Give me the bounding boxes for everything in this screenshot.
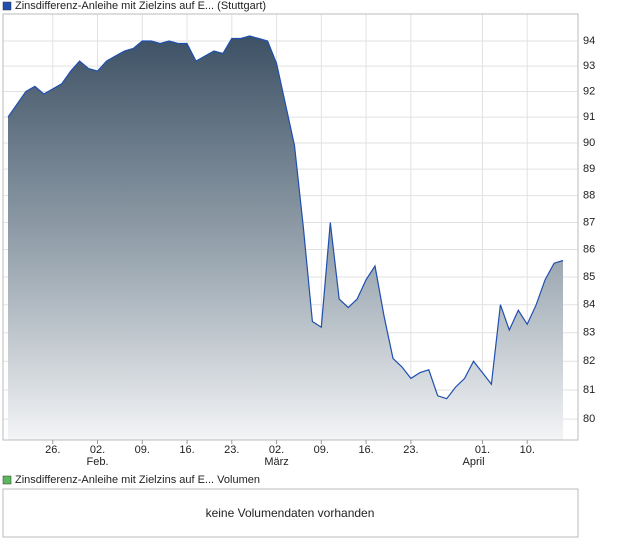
y-tick-label: 93 <box>583 60 595 72</box>
line <box>7 35 564 400</box>
legend-swatch <box>2 475 12 485</box>
y-tick-label: 87 <box>583 216 595 228</box>
month-label: März <box>264 456 288 468</box>
y-tick-label: 91 <box>583 111 595 123</box>
x-tick-label: 23. <box>403 444 418 456</box>
x-tick-label: 23. <box>224 444 239 456</box>
volume-frame <box>2 488 579 538</box>
legend-label: Zinsdifferenz-Anleihe mit Zielzins auf E… <box>15 0 266 12</box>
x-tick-label: 01. <box>475 444 490 456</box>
y-tick-label: 89 <box>583 163 595 175</box>
legend-swatch <box>2 1 12 11</box>
month-label: Feb. <box>87 456 109 468</box>
y-tick-label: 80 <box>583 413 595 425</box>
y-tick-label: 85 <box>583 271 595 283</box>
y-tick-label: 81 <box>583 384 595 396</box>
plot-frame <box>2 13 579 441</box>
x-tick-label: 10. <box>520 444 535 456</box>
y-tick-label: 88 <box>583 190 595 202</box>
volume-message: keine Volumendaten vorhanden <box>206 506 375 520</box>
y-tick-label: 92 <box>583 85 595 97</box>
legend-exchange: (Stuttgart) <box>217 0 266 12</box>
y-tick-label: 82 <box>583 355 595 367</box>
y-tick-label: 94 <box>583 35 595 47</box>
area <box>8 36 564 440</box>
y-tick-label: 83 <box>583 327 595 339</box>
x-tick-label: 09. <box>314 444 329 456</box>
y-tick-label: 90 <box>583 137 595 149</box>
y-tick-label: 86 <box>583 243 595 255</box>
x-tick-label: 09. <box>135 444 150 456</box>
x-tick-label: 16. <box>358 444 373 456</box>
legend-series: Zinsdifferenz-Anleihe mit Zielzins auf E… <box>15 0 214 12</box>
legend-label: Zinsdifferenz-Anleihe mit Zielzins auf E… <box>15 474 260 486</box>
y-tick-label: 84 <box>583 299 595 311</box>
x-tick-label: 16. <box>179 444 194 456</box>
x-tick-label: 02. <box>90 444 105 456</box>
x-tick-label: 26. <box>45 444 60 456</box>
x-tick-label: 02. <box>269 444 284 456</box>
month-label: April <box>463 456 485 468</box>
